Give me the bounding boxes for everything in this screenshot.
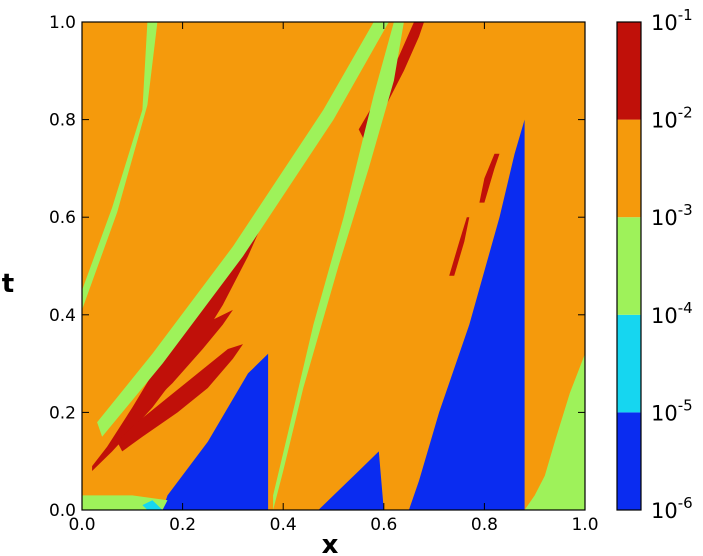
y-tick-label: 1.0 (49, 13, 76, 33)
contour-blue-wedge-3 (408, 119, 525, 510)
contour-red-streak-3 (142, 309, 233, 413)
contour-red-streak-5 (449, 217, 470, 276)
contour-green-right (524, 353, 585, 510)
x-tick-label: 1.0 (571, 515, 598, 535)
colorbar-tick-label: 10-6 (651, 494, 693, 523)
x-tick-label: 0.4 (270, 515, 297, 535)
contour-regions (82, 22, 585, 510)
x-axis-ticks: 0.0 0.2 0.4 0.6 0.8 1.0 (68, 22, 599, 535)
contour-cyan-left (142, 500, 163, 510)
plot-area (81, 21, 586, 511)
contour-green-diag-1 (82, 22, 158, 310)
colorbar-tick-label: 10-5 (651, 396, 693, 425)
colorbar-band (617, 119, 641, 218)
y-tick-label: 0.0 (49, 501, 76, 521)
colorbar-tick-label: 10-4 (651, 299, 693, 328)
x-tick-label: 0.2 (169, 515, 196, 535)
colorbar-band (617, 412, 641, 510)
x-tick-label: 0.8 (471, 515, 498, 535)
contour-green-diag-3 (273, 22, 404, 510)
colorbar-band (617, 217, 641, 315)
x-axis-label: x (322, 530, 339, 556)
y-tick-label: 0.6 (49, 208, 76, 228)
x-tick-label: 0.6 (370, 515, 397, 535)
colorbar-bands (617, 22, 641, 510)
colorbar-tick-label: 10-3 (651, 201, 693, 230)
y-axis-label: t (2, 269, 14, 299)
contour-red-streak-2 (117, 344, 243, 452)
y-tick-label: 0.8 (49, 111, 76, 131)
colorbar-ticks: 10-6 10-5 10-4 10-3 10-2 10-1 (651, 6, 693, 523)
y-axis-ticks: 0.0 0.2 0.4 0.6 0.8 1.0 (49, 13, 585, 521)
contour-green-diag-2 (97, 22, 389, 437)
y-tick-label: 0.4 (49, 306, 76, 326)
contour-blue-wedge-2 (318, 451, 384, 510)
colorbar-tick-label: 10-1 (651, 6, 693, 35)
plot-frame (81, 21, 586, 511)
contour-blue-wedge-1 (162, 353, 269, 510)
y-tick-label: 0.2 (49, 403, 76, 423)
colorbar-frame (616, 21, 642, 511)
x-tick-label: 0.0 (68, 515, 95, 535)
colorbar-band (617, 22, 641, 120)
colorbar: 10-6 10-5 10-4 10-3 10-2 10-1 (616, 6, 693, 523)
colorbar-tick-label: 10-2 (651, 104, 693, 133)
contour-red-streak-6 (479, 153, 500, 203)
colorbar-band (617, 314, 641, 413)
